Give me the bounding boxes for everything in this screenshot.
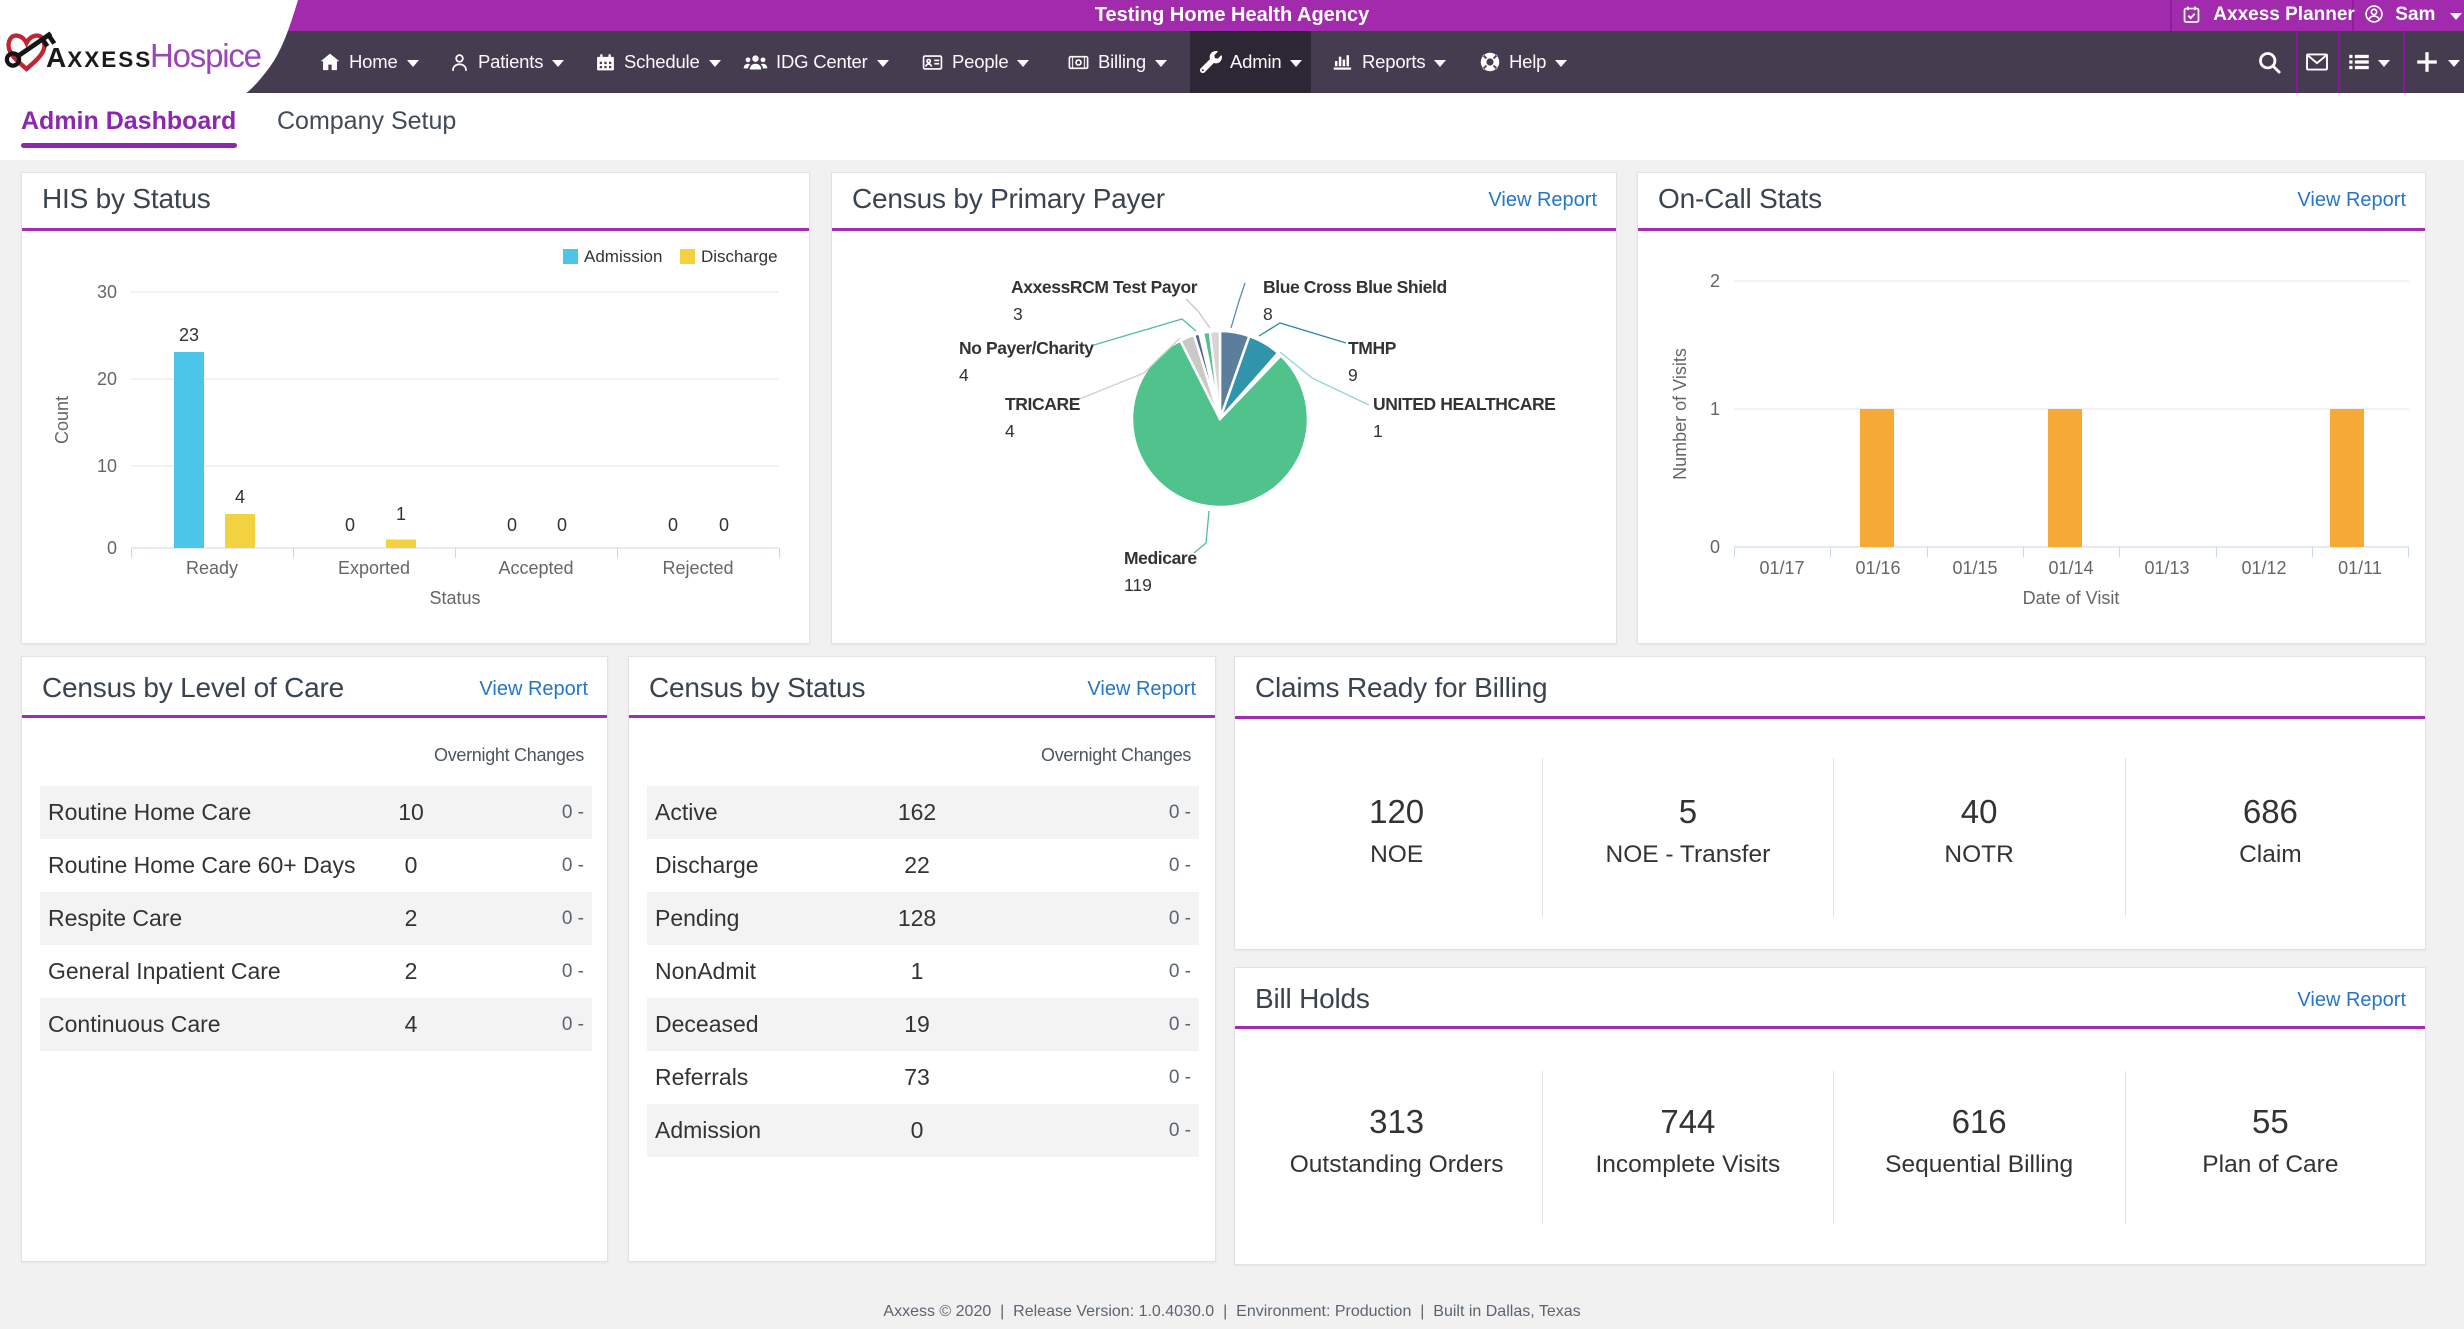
svg-text:20: 20 — [97, 369, 117, 389]
svg-text:01/13: 01/13 — [2144, 558, 2189, 578]
svg-text:9: 9 — [1348, 365, 1358, 385]
svg-text:No Payer/Charity: No Payer/Charity — [959, 338, 1094, 358]
svg-text:1: 1 — [1373, 421, 1383, 441]
svg-text:UNITED HEALTHCARE: UNITED HEALTHCARE — [1373, 394, 1555, 414]
svg-text:AXXESS: AXXESS — [46, 42, 152, 73]
svg-text:4: 4 — [959, 365, 969, 385]
svg-text:Accepted: Accepted — [498, 558, 573, 578]
svg-text:8: 8 — [1263, 304, 1273, 324]
svg-text:Ready: Ready — [186, 558, 238, 578]
svg-text:Hospice: Hospice — [150, 37, 261, 74]
svg-text:23: 23 — [179, 325, 199, 345]
svg-text:Rejected: Rejected — [662, 558, 733, 578]
svg-text:30: 30 — [97, 282, 117, 302]
svg-text:01/14: 01/14 — [2048, 558, 2093, 578]
svg-text:4: 4 — [1005, 421, 1015, 441]
svg-text:3: 3 — [1013, 304, 1023, 324]
svg-text:Admission: Admission — [584, 247, 662, 266]
svg-text:10: 10 — [97, 456, 117, 476]
svg-text:0: 0 — [557, 515, 567, 535]
svg-text:01/17: 01/17 — [1759, 558, 1804, 578]
svg-text:2: 2 — [1710, 271, 1720, 291]
svg-text:119: 119 — [1124, 575, 1152, 595]
svg-text:01/16: 01/16 — [1855, 558, 1900, 578]
svg-text:0: 0 — [107, 538, 117, 558]
svg-text:Medicare: Medicare — [1124, 548, 1197, 568]
svg-text:Exported: Exported — [338, 558, 410, 578]
svg-text:AxxessRCM Test Payor: AxxessRCM Test Payor — [1011, 277, 1198, 297]
svg-text:0: 0 — [719, 515, 729, 535]
svg-text:Discharge: Discharge — [701, 247, 778, 266]
svg-text:0: 0 — [507, 515, 517, 535]
svg-text:1: 1 — [1710, 399, 1720, 419]
svg-text:01/15: 01/15 — [1952, 558, 1997, 578]
svg-text:TMHP: TMHP — [1348, 338, 1397, 358]
svg-text:Number of Visits: Number of Visits — [1670, 348, 1690, 480]
svg-text:01/12: 01/12 — [2241, 558, 2286, 578]
svg-text:Date of Visit: Date of Visit — [2023, 588, 2120, 608]
svg-text:Status: Status — [429, 588, 480, 608]
svg-text:4: 4 — [235, 487, 245, 507]
svg-text:1: 1 — [396, 504, 406, 524]
svg-text:0: 0 — [668, 515, 678, 535]
svg-text:TRICARE: TRICARE — [1005, 394, 1080, 414]
svg-text:Count: Count — [52, 396, 72, 444]
svg-text:Blue Cross Blue Shield: Blue Cross Blue Shield — [1263, 277, 1447, 297]
svg-text:0: 0 — [345, 515, 355, 535]
svg-text:01/11: 01/11 — [2338, 558, 2382, 578]
svg-text:0: 0 — [1710, 537, 1720, 557]
